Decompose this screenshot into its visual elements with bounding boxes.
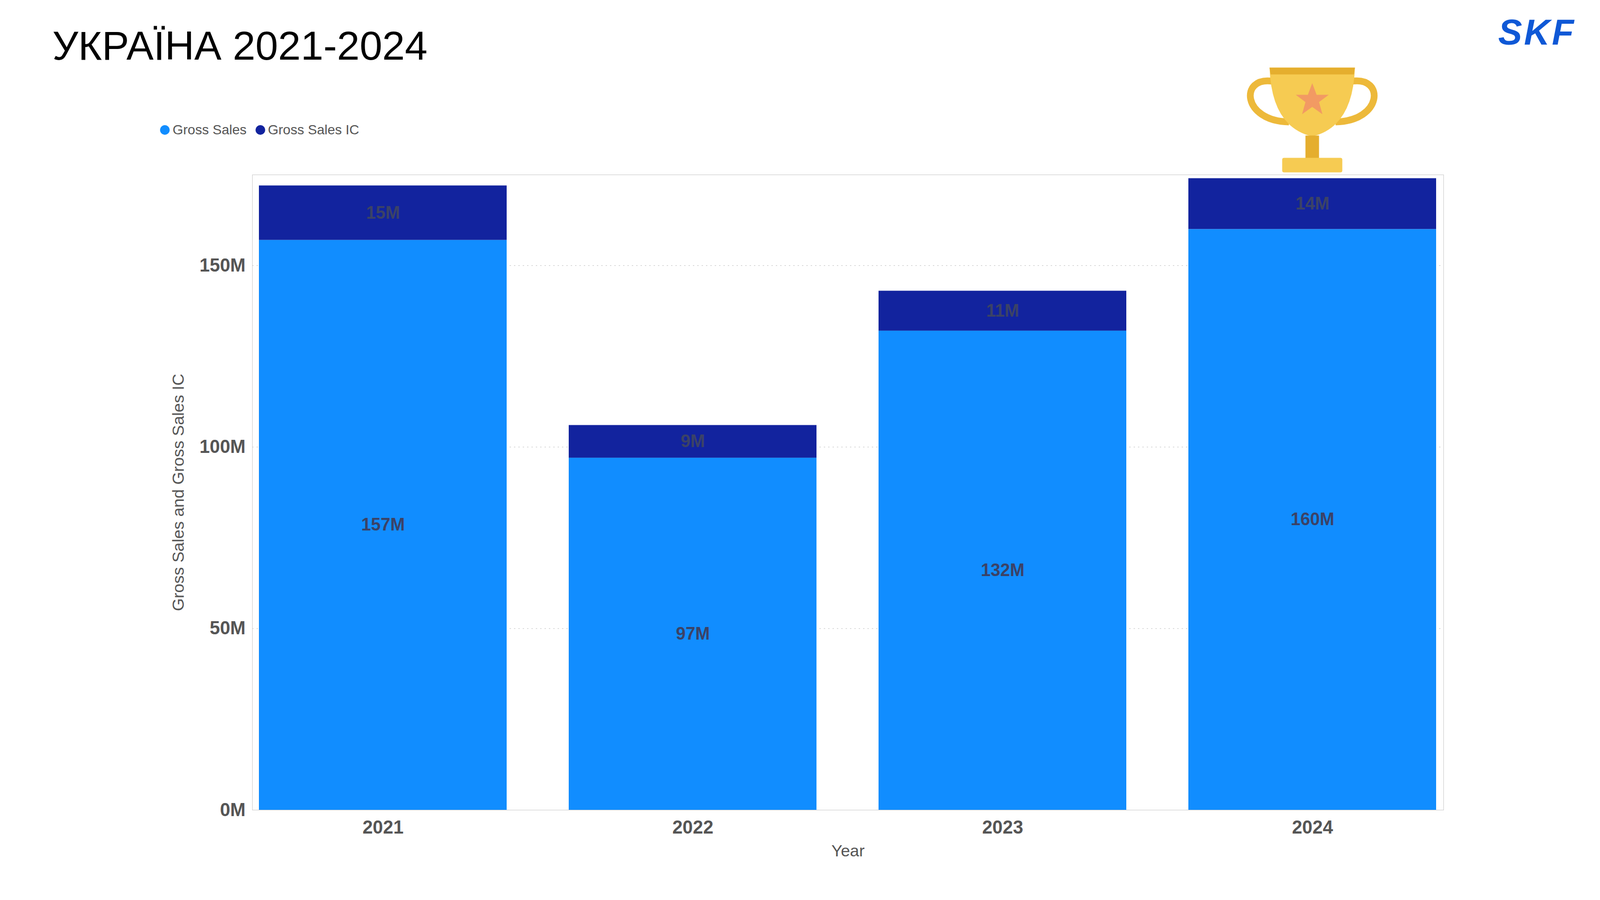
svg-text:150M: 150M [199, 255, 246, 276]
svg-text:15M: 15M [366, 202, 400, 223]
svg-text:132M: 132M [980, 560, 1025, 580]
svg-text:Year: Year [831, 841, 865, 860]
svg-text:2021: 2021 [362, 816, 404, 838]
svg-text:157M: 157M [361, 514, 405, 535]
svg-text:11M: 11M [986, 300, 1020, 321]
html-text:УКРАЇНА 2021-2024: УКРАЇНА 2021-2024 [52, 22, 428, 69]
html-text:SKF: SKF [1498, 12, 1576, 53]
svg-text:0M: 0M [220, 799, 246, 820]
svg-text:2023: 2023 [982, 816, 1024, 838]
svg-text:160M: 160M [1290, 509, 1335, 529]
svg-text:2022: 2022 [672, 816, 714, 838]
svg-text:Gross Sales and Gross Sales IC: Gross Sales and Gross Sales IC [168, 373, 188, 611]
svg-text:2024: 2024 [1292, 816, 1334, 838]
svg-text:50M: 50M [209, 617, 246, 639]
svg-text:9M: 9M [680, 431, 705, 451]
html-text:Gross Sales: Gross Sales [172, 122, 247, 138]
svg-text:100M: 100M [199, 436, 246, 457]
svg-text:14M: 14M [1295, 193, 1330, 214]
svg-text:97M: 97M [675, 623, 710, 644]
html-text:Gross Sales IC: Gross Sales IC [267, 122, 360, 138]
